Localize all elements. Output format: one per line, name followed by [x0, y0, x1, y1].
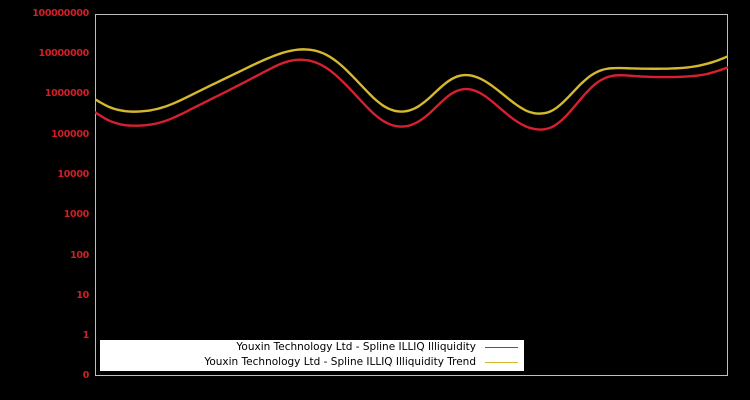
y-tick-label: 10000000 — [38, 48, 90, 59]
y-tick-label: 10 — [76, 290, 89, 301]
y-tick-label: 10000 — [57, 169, 89, 180]
y-tick-label: 1 — [82, 330, 90, 341]
legend-swatch-trend — [485, 362, 518, 363]
series-line-illiquidity — [95, 58, 728, 131]
legend-label-trend: Youxin Technology Ltd - Spline ILLIQ Ill… — [204, 356, 476, 368]
legend-item-illiquidity[interactable]: Youxin Technology Ltd - Spline ILLIQ Ill… — [100, 340, 524, 355]
legend: Youxin Technology Ltd - Spline ILLIQ Ill… — [100, 340, 524, 371]
y-tick-label: 0 — [82, 370, 90, 381]
legend-swatch-illiquidity — [485, 347, 518, 348]
y-tick-label: 100000000 — [32, 8, 89, 19]
legend-item-trend[interactable]: Youxin Technology Ltd - Spline ILLIQ Ill… — [100, 355, 524, 370]
y-tick-label: 100000 — [51, 129, 89, 140]
y-tick-label: 100 — [70, 250, 89, 261]
series-group — [95, 48, 728, 131]
y-tick-label: 1000000 — [44, 88, 89, 99]
legend-label-illiquidity: Youxin Technology Ltd - Spline ILLIQ Ill… — [236, 341, 476, 353]
y-axis-labels: 100000000 10000000 1000000 100000 10000 … — [0, 0, 89, 400]
plot-canvas — [95, 48, 728, 131]
y-tick-label: 1000 — [63, 209, 90, 220]
series-line-trend — [95, 48, 728, 115]
